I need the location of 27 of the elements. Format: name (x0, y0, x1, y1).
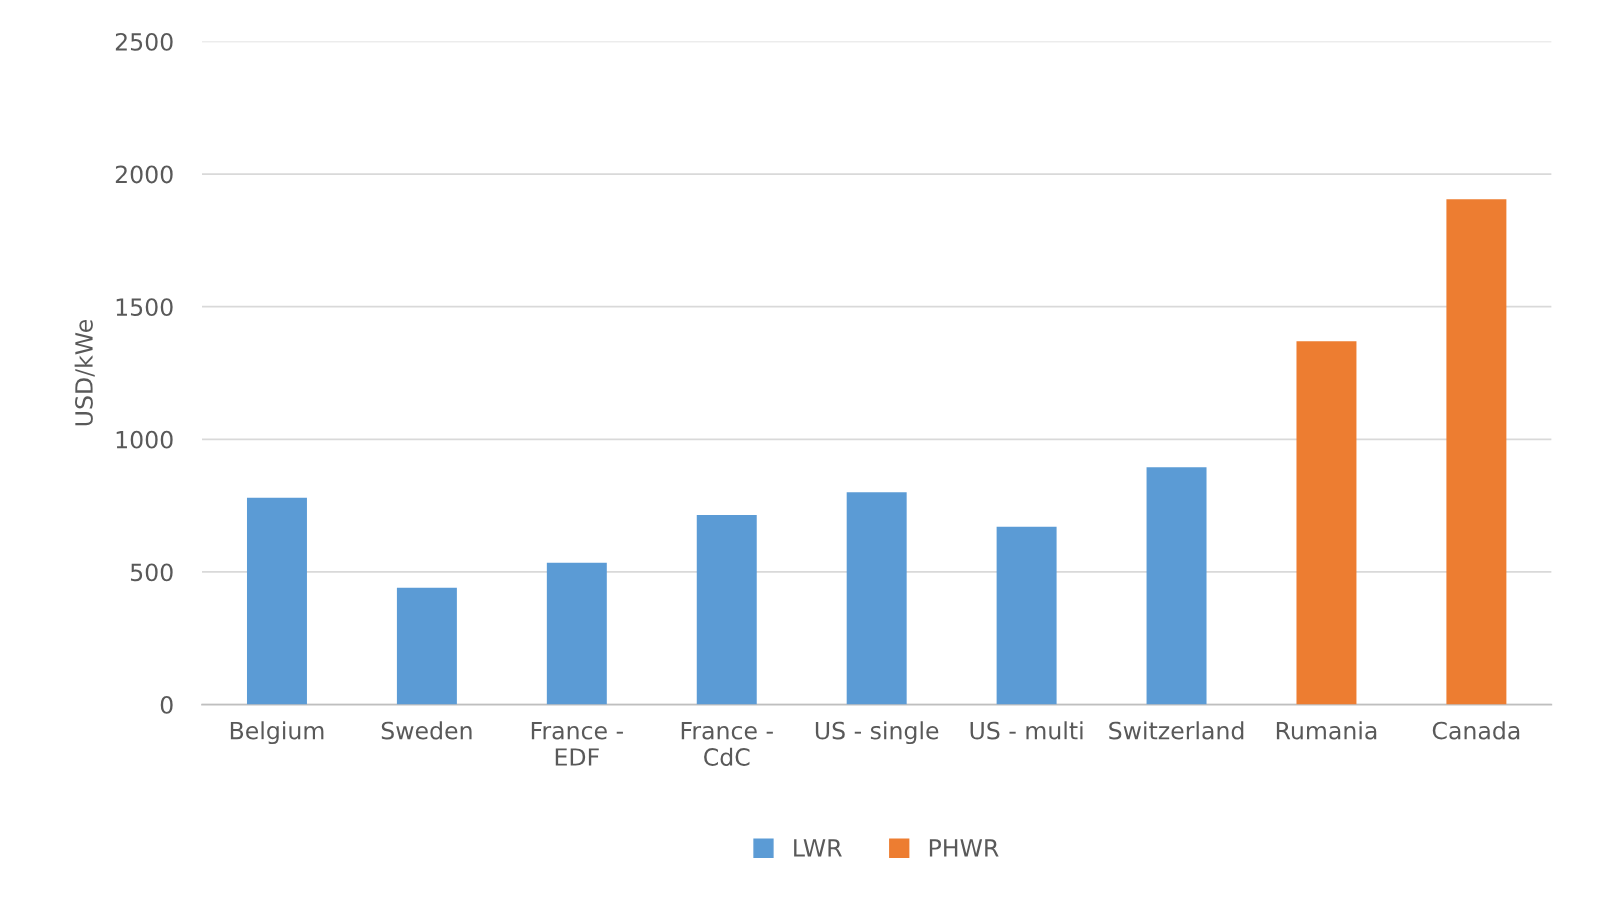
legend-label: LWR (794, 839, 842, 857)
y-tick-label: 2000 (115, 165, 173, 184)
bar (696, 514, 757, 705)
x-tick-label: Belgium (230, 721, 324, 745)
y-tick-label: 0 (160, 696, 173, 714)
bar (1296, 341, 1357, 705)
bar (996, 526, 1057, 705)
legend-label: PHWR (929, 839, 999, 857)
x-tick-label: US - multi (970, 721, 1083, 740)
x-tick-label: US - single (815, 721, 939, 745)
y-tick-label: 500 (130, 563, 173, 582)
bar (1446, 199, 1507, 705)
bar (396, 587, 457, 705)
x-tick-label: Rumania (1276, 721, 1377, 740)
bar (246, 497, 307, 705)
x-tick-label: France - EDF (531, 721, 623, 766)
y-axis-title: USD/kWe (74, 319, 95, 426)
y-tick-label: 1500 (116, 298, 173, 316)
x-tick-label: Canada (1432, 721, 1520, 740)
x-tick-label: Switzerland (1109, 721, 1244, 740)
bar (546, 562, 607, 705)
y-tick-label: 1000 (116, 430, 173, 449)
bar (1146, 467, 1207, 705)
x-tick-label: Sweden (381, 721, 472, 740)
x-tick-label: France - CdC (681, 721, 773, 766)
y-tick-label: 2500 (115, 32, 173, 51)
bar (846, 492, 907, 705)
